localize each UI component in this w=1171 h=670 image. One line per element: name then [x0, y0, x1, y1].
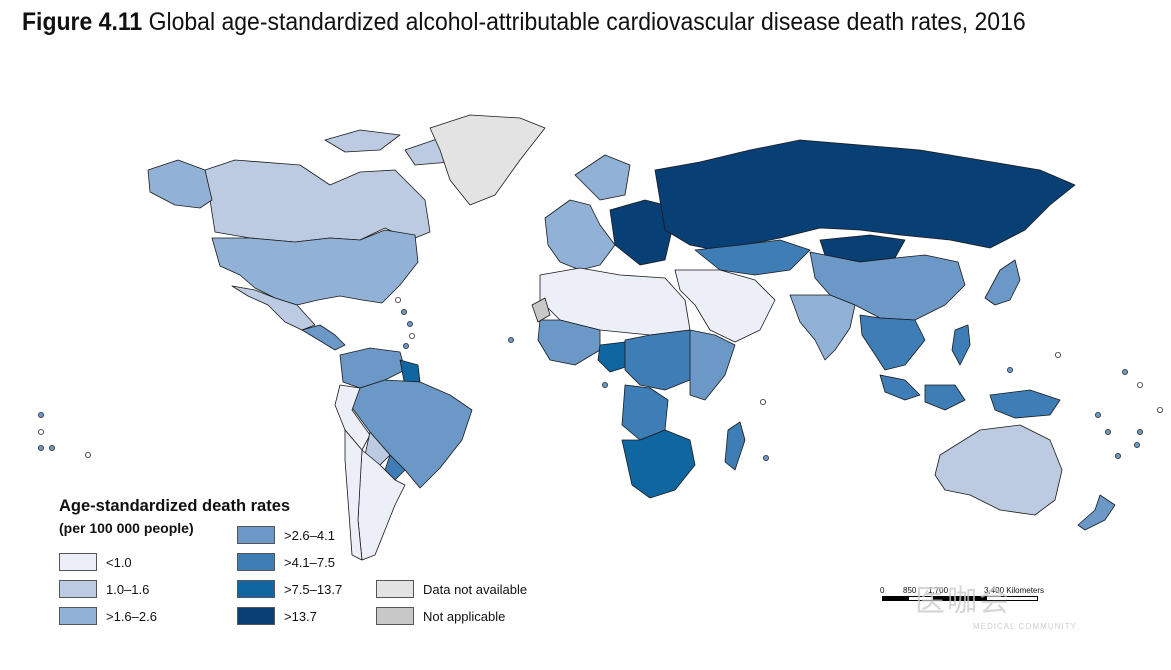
figure-title-text: Global age-standardized alcohol-attribut…: [148, 8, 1026, 36]
island-marker: [38, 444, 45, 451]
region-greenland: [429, 114, 546, 206]
legend-swatch: [59, 553, 97, 571]
legend-swatch: [376, 580, 414, 598]
region-eastern-europe: [609, 199, 673, 266]
legend-label: >13.7: [284, 608, 317, 624]
region-united-states: [211, 229, 419, 306]
island-marker: [1137, 428, 1144, 435]
island-marker: [1157, 406, 1164, 413]
region-central-america: [301, 324, 346, 351]
legend-label: <1.0: [106, 554, 132, 570]
island-marker: [402, 342, 409, 349]
region-alaska: [147, 159, 213, 209]
island-marker: [1095, 411, 1102, 418]
island-marker: [1134, 441, 1141, 448]
region-canada: [204, 129, 471, 243]
region-west-africa: [537, 319, 601, 366]
legend-subtitle: (per 100 000 people): [59, 520, 194, 536]
region-southern-africa: [621, 429, 696, 499]
legend-label: >1.6–2.6: [106, 608, 157, 624]
region-venezuela-colombia: [339, 347, 406, 389]
legend-label: >4.1–7.5: [284, 554, 335, 570]
scale-segment: [934, 596, 986, 601]
region-indonesia: [879, 374, 1061, 419]
legend-item: Not applicable: [376, 607, 505, 625]
legend-item: >7.5–13.7: [237, 580, 342, 598]
island-marker: [760, 398, 767, 405]
legend-swatch: [376, 607, 414, 625]
island-marker: [85, 451, 92, 458]
legend-item: >4.1–7.5: [237, 553, 335, 571]
region-madagascar: [724, 421, 746, 471]
watermark: 医咖会: [915, 585, 1011, 618]
legend-item: >1.6–2.6: [59, 607, 157, 625]
scale-bar: 0 850 1,700 3,400 Kilometers: [880, 586, 1060, 616]
scale-segment: [882, 596, 908, 601]
island-marker: [408, 332, 415, 339]
region-india: [789, 294, 856, 361]
island-marker: [1055, 351, 1062, 358]
island-marker: [1007, 366, 1014, 373]
legend-item: Data not available: [376, 580, 527, 598]
watermark-subtitle: MEDICAL COMMUNITY: [973, 622, 1077, 631]
island-marker: [602, 381, 609, 388]
figure-title: Figure 4.11 Global age-standardized alco…: [22, 6, 1052, 39]
island-marker: [394, 296, 401, 303]
region-western-sahara: [531, 297, 551, 323]
legend-title: Age-standardized death rates: [59, 497, 291, 515]
island-marker: [507, 336, 514, 343]
island-marker: [1137, 381, 1144, 388]
legend-item: 1.0–1.6: [59, 580, 149, 598]
legend-item: >13.7: [237, 607, 317, 625]
region-russia: [654, 139, 1076, 251]
legend-label: 1.0–1.6: [106, 581, 150, 597]
region-central-africa: [624, 329, 701, 391]
scale-label: 850: [903, 586, 917, 595]
island-marker: [38, 428, 45, 435]
legend-label: >7.5–13.7: [284, 581, 343, 597]
figure-label: Figure 4.11: [22, 8, 143, 36]
scale-label: 3,400 Kilometers: [984, 586, 1045, 595]
island-marker: [1122, 368, 1129, 375]
scale-segment: [986, 596, 1038, 601]
region-peru: [334, 384, 371, 451]
legend-label: Not applicable: [423, 608, 506, 624]
island-marker: [400, 308, 407, 315]
region-japan: [984, 259, 1021, 306]
scale-label: 1,700: [928, 586, 949, 595]
region-east-africa: [689, 329, 736, 401]
island-marker: [1105, 428, 1112, 435]
region-southeast-asia: [859, 314, 971, 371]
island-marker: [38, 411, 45, 418]
legend-swatch: [237, 607, 275, 625]
region-new-zealand: [1077, 494, 1116, 531]
region-middle-east: [674, 269, 776, 343]
legend-label: >2.6–4.1: [284, 527, 335, 543]
island-marker: [1115, 452, 1122, 459]
region-chile: [344, 429, 363, 561]
region-western-europe: [544, 154, 631, 271]
legend-swatch: [237, 580, 275, 598]
scale-segment: [908, 596, 934, 601]
legend-item: <1.0: [59, 553, 132, 571]
legend-label: Data not available: [423, 581, 528, 597]
region-australia: [934, 424, 1063, 516]
island-marker: [763, 454, 770, 461]
legend-swatch: [237, 526, 275, 544]
legend-swatch: [59, 580, 97, 598]
region-nigeria: [597, 341, 633, 373]
region-mexico: [231, 285, 316, 331]
region-kazakhstan: [694, 239, 811, 276]
legend-swatch: [237, 553, 275, 571]
legend-item: >2.6–4.1: [237, 526, 335, 544]
island-marker: [49, 444, 56, 451]
legend-swatch: [59, 607, 97, 625]
scale-label: 0: [880, 586, 885, 595]
island-marker: [406, 320, 413, 327]
